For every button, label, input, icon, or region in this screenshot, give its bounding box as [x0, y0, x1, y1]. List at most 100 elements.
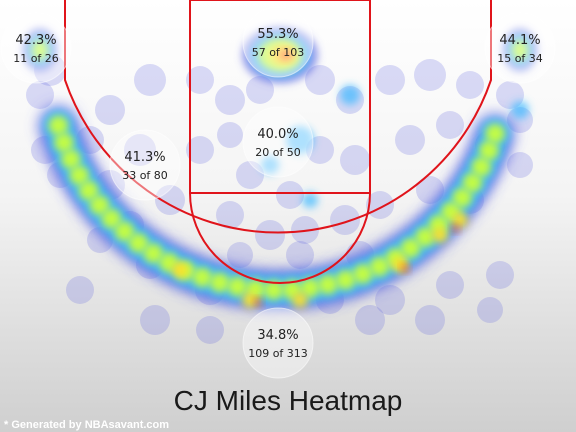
- court-lines: [64, 0, 492, 284]
- zone-percentage: 41.3%: [124, 150, 165, 165]
- shot-bubble: [246, 76, 274, 104]
- zone-made-attempts: 20 of 50: [255, 146, 301, 159]
- zone-bubble: [242, 307, 314, 379]
- heat-blob: [192, 267, 213, 288]
- zone-percentage: 44.1%: [499, 33, 540, 48]
- zone-bubble: [242, 6, 314, 78]
- zone-right-corner-three: 44.1% 15 of 34: [484, 12, 556, 84]
- heat-blob: [317, 274, 338, 295]
- shot-bubble: [186, 66, 214, 94]
- heat-blob: [279, 49, 293, 61]
- zone-above-break-three: 34.8% 109 of 313: [242, 307, 314, 379]
- zone-bubble: [242, 106, 314, 178]
- shot-bubble: [415, 305, 445, 335]
- heat-blob: [78, 180, 99, 201]
- shot-bubble: [215, 85, 245, 115]
- heat-blob: [300, 277, 320, 298]
- shot-bubble: [355, 305, 385, 335]
- heat-peak: [242, 292, 258, 308]
- heat-blob: [340, 85, 360, 105]
- heat-blob: [462, 172, 483, 193]
- heat-blob: [511, 101, 529, 119]
- zone-restricted-area: 55.3% 57 of 103: [242, 6, 314, 78]
- shot-bubble: [414, 59, 446, 91]
- shot-bubble: [305, 65, 335, 95]
- heat-blob: [89, 195, 110, 215]
- heat-blob: [302, 192, 318, 208]
- zone-made-attempts: 109 of 313: [248, 347, 308, 360]
- credit-text: * Generated by NBAsavant.com: [4, 419, 169, 431]
- heat-blob: [478, 140, 499, 161]
- heat-blob: [452, 187, 473, 208]
- heat-blob: [48, 115, 69, 136]
- shot-bubble: [26, 81, 54, 109]
- heat-blob: [512, 40, 528, 60]
- heat-max: [254, 298, 262, 306]
- heat-blob: [485, 123, 506, 144]
- heat-blob: [53, 132, 74, 153]
- heat-blob: [261, 156, 279, 174]
- shot-bubble: [286, 241, 314, 269]
- shot-bubble: [217, 122, 243, 148]
- shot-bubble: [196, 316, 224, 344]
- zone-percentage: 34.8%: [257, 328, 298, 343]
- heat-blob: [352, 263, 373, 284]
- heat-blob: [114, 221, 135, 242]
- shot-bubble: [486, 261, 514, 289]
- zone-left-midrange: 41.3% 33 of 80: [109, 129, 181, 201]
- heat-blob: [209, 272, 230, 293]
- heat-blob: [60, 149, 81, 170]
- heat-blob: [400, 238, 421, 258]
- zone-percentage: 55.3%: [257, 27, 298, 42]
- zone-bubble: [109, 129, 181, 201]
- heat-max: [451, 224, 459, 232]
- shot-bubble: [227, 242, 253, 268]
- heat-peak: [452, 212, 468, 228]
- zone-left-corner-three: 42.3% 11 of 26: [0, 12, 72, 84]
- shot-bubble: [456, 71, 484, 99]
- zone-paint-non-ra: 40.0% 20 of 50: [242, 106, 314, 178]
- heat-blob: [286, 126, 314, 154]
- zone-made-attempts: 15 of 34: [497, 52, 543, 65]
- shot-bubble: [340, 145, 370, 175]
- shot-bubble: [477, 297, 503, 323]
- heat-max: [401, 264, 409, 272]
- shot-bubble: [140, 305, 170, 335]
- heat-blob: [415, 227, 435, 247]
- shot-bubble: [330, 205, 360, 235]
- chart-title: CJ Miles Heatmap: [174, 385, 403, 416]
- paint-lane: [189, 0, 371, 194]
- shot-bubble: [507, 152, 533, 178]
- heat-peak: [292, 292, 308, 308]
- shot-bubble: [236, 161, 264, 189]
- shot-bubble: [436, 111, 464, 139]
- heat-blob: [335, 269, 356, 290]
- shot-bubble: [375, 285, 405, 315]
- heat-blob: [128, 232, 149, 253]
- heat-peak: [432, 227, 448, 243]
- shot-bubble: [124, 134, 156, 166]
- three-point-line: [64, 0, 492, 234]
- heat-blob: [369, 256, 390, 277]
- shot-bubble: [66, 276, 94, 304]
- shot-bubble: [255, 220, 285, 250]
- zone-made-attempts: 11 of 26: [13, 52, 59, 65]
- shot-bubble: [375, 65, 405, 95]
- zone-bubble: [484, 12, 556, 84]
- heat-blob: [143, 243, 164, 264]
- zone-percentage: 40.0%: [257, 127, 298, 142]
- zone-bubble: [0, 12, 72, 84]
- shot-bubble: [436, 271, 464, 299]
- heat-blob: [227, 276, 248, 297]
- shot-bubble: [95, 95, 125, 125]
- heat-blob: [69, 165, 90, 186]
- shot-bubble: [395, 125, 425, 155]
- zone-labels: 42.3% 11 of 26 55.3% 57 of 103 44.1% 15 of 34…: [0, 6, 556, 379]
- shot-bubble: [155, 185, 185, 215]
- shot-bubble: [216, 201, 244, 229]
- heat-blob: [32, 40, 48, 60]
- heat-layer: [22, 26, 538, 312]
- shot-bubble: [134, 64, 166, 96]
- zone-percentage: 42.3%: [15, 33, 56, 48]
